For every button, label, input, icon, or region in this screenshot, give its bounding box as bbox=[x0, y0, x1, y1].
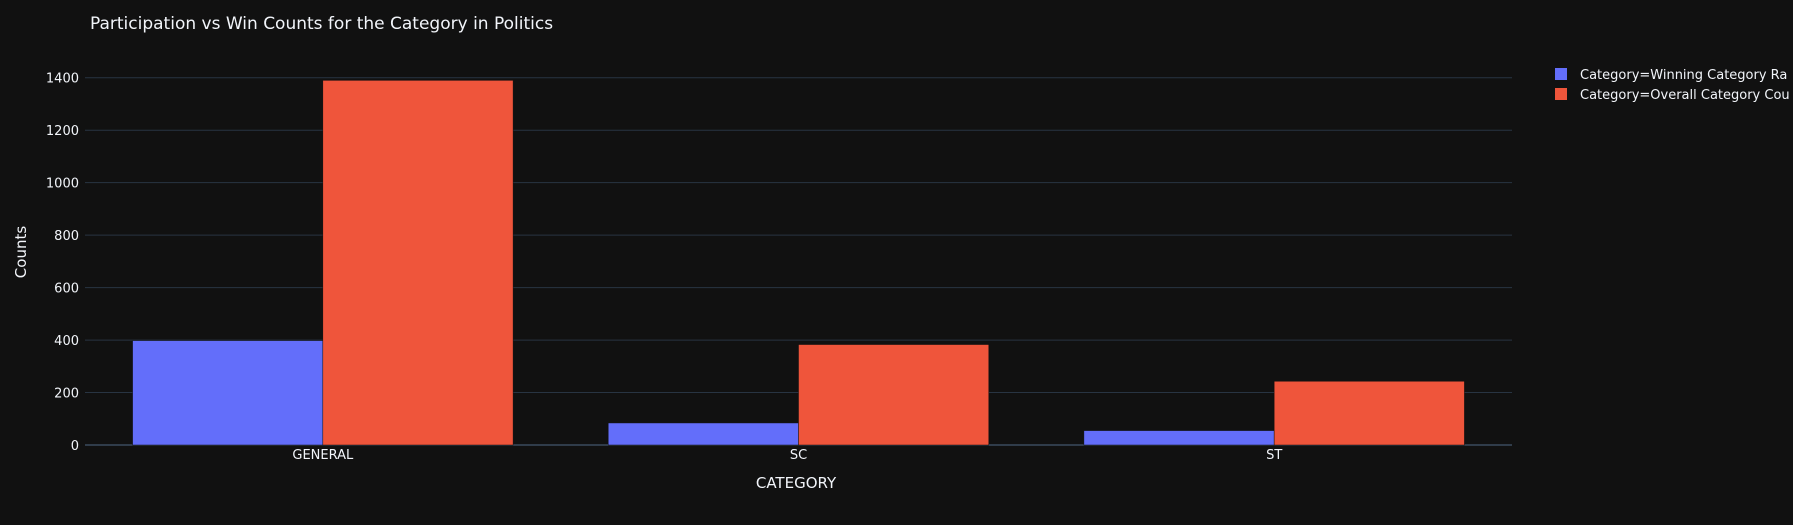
bar-sc-series-1[interactable] bbox=[607, 422, 799, 446]
bar-sc-series-2[interactable] bbox=[798, 344, 990, 446]
y-tick-label: 0 bbox=[71, 439, 79, 454]
y-axis-ticks: 0 200 400 600 800 1000 1200 1400 bbox=[46, 72, 79, 454]
y-tick-label: 400 bbox=[54, 334, 79, 349]
legend[interactable]: Category=Winning Category Ra Category=Ove… bbox=[1555, 68, 1790, 103]
y-tick-label: 1200 bbox=[46, 124, 79, 139]
x-tick-label: SC bbox=[790, 448, 807, 463]
legend-item[interactable]: Category=Winning Category Ra bbox=[1555, 68, 1787, 83]
x-tick-label: GENERAL bbox=[292, 448, 354, 463]
legend-item[interactable]: Category=Overall Category Cou bbox=[1555, 88, 1790, 103]
y-tick-label: 600 bbox=[54, 282, 79, 297]
bar-st-series-2[interactable] bbox=[1273, 381, 1465, 446]
y-tick-label: 800 bbox=[54, 229, 79, 244]
x-axis-title: CATEGORY bbox=[756, 474, 837, 492]
y-tick-label: 200 bbox=[54, 387, 79, 402]
bars-layer bbox=[132, 80, 1465, 446]
y-tick-label: 1400 bbox=[46, 72, 79, 87]
bar-general-series-1[interactable] bbox=[132, 340, 324, 446]
bar-general-series-2[interactable] bbox=[322, 80, 514, 446]
chart-title: Participation vs Win Counts for the Cate… bbox=[90, 14, 553, 34]
legend-swatch bbox=[1555, 88, 1567, 100]
y-axis-title: Counts bbox=[12, 226, 30, 279]
legend-label: Category=Winning Category Ra bbox=[1580, 68, 1787, 83]
x-axis-ticks: GENERAL SC ST bbox=[292, 448, 1282, 463]
bar-st-series-1[interactable] bbox=[1083, 430, 1275, 446]
y-tick-label: 1000 bbox=[46, 177, 79, 192]
legend-swatch bbox=[1555, 68, 1567, 80]
legend-label: Category=Overall Category Cou bbox=[1580, 88, 1790, 103]
x-tick-label: ST bbox=[1266, 448, 1282, 463]
